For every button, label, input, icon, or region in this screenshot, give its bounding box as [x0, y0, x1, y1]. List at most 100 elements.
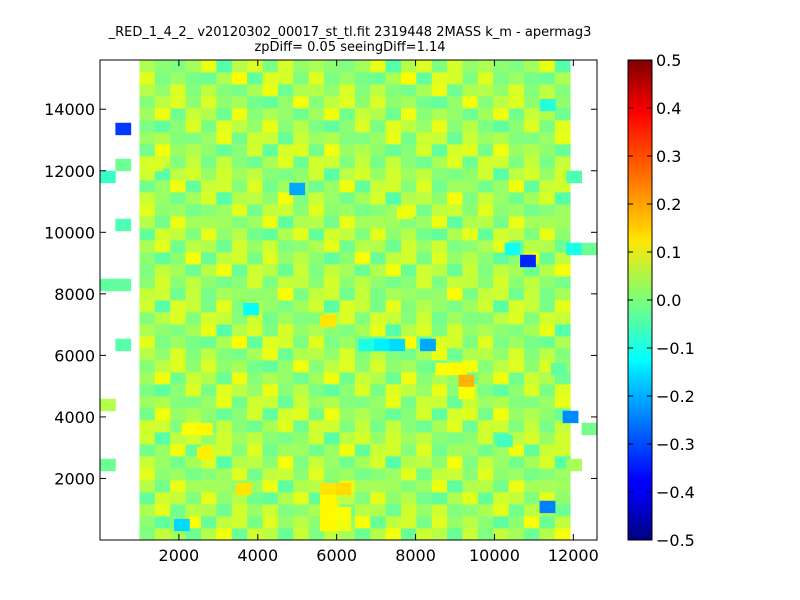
- heatmap-cell: [416, 84, 433, 97]
- heatmap-cell: [200, 108, 217, 121]
- heatmap-cell: [200, 312, 217, 325]
- heatmap-cell: [170, 396, 186, 409]
- heatmap-cell: [308, 420, 325, 433]
- heatmap-cell: [308, 300, 325, 313]
- heatmap-cell: [508, 192, 525, 205]
- heatmap-cell: [200, 516, 217, 529]
- heatmap-cell: [247, 444, 263, 457]
- heatmap-cell: [308, 108, 325, 121]
- heatmap-cell: [308, 468, 325, 481]
- x-tick-label: 8000: [395, 546, 436, 565]
- heatmap-cell: [400, 456, 417, 469]
- heatmap-cell: [539, 432, 556, 445]
- heatmap-cell: [539, 444, 556, 457]
- heatmap-cell: [400, 228, 417, 241]
- heatmap-cell: [216, 72, 233, 85]
- heatmap-cell: [262, 60, 279, 73]
- heatmap-cell: [293, 204, 310, 217]
- heatmap-cell: [293, 252, 310, 265]
- heatmap-cell: [154, 528, 171, 540]
- heatmap-cell: [493, 84, 510, 97]
- heatmap-cell: [508, 120, 525, 133]
- heatmap-cell: [462, 144, 479, 157]
- y-tick-label: 10000: [44, 223, 95, 242]
- heatmap-cell: [435, 362, 452, 376]
- heatmap-cell: [562, 410, 579, 424]
- heatmap-cell: [139, 324, 156, 337]
- heatmap-cell: [524, 276, 540, 289]
- heatmap-cell: [293, 372, 310, 385]
- heatmap-cell: [231, 336, 248, 349]
- heatmap-cell: [277, 348, 294, 361]
- heatmap-cell: [354, 528, 371, 540]
- colorbar-tick-label: 0.3: [656, 147, 681, 166]
- heatmap-cell: [447, 456, 463, 469]
- heatmap-cell: [508, 144, 525, 157]
- heatmap-cell: [354, 96, 371, 109]
- heatmap-cell: [231, 72, 248, 85]
- heatmap-cell: [200, 144, 217, 157]
- y-tick-label: 8000: [54, 285, 95, 304]
- heatmap-cell: [354, 252, 371, 265]
- heatmap-cell: [400, 504, 417, 517]
- heatmap-cell: [115, 338, 132, 352]
- heatmap-cell: [100, 458, 116, 472]
- heatmap-cell: [539, 168, 556, 181]
- heatmap-cell: [139, 480, 156, 493]
- heatmap-cell: [320, 314, 336, 328]
- heatmap-cell: [400, 324, 417, 337]
- heatmap-cell: [539, 144, 556, 157]
- heatmap-cell: [247, 516, 263, 529]
- heatmap-cell: [539, 204, 556, 217]
- heatmap-cell: [416, 408, 433, 421]
- heatmap-cell: [247, 276, 263, 289]
- heatmap-cell: [154, 216, 171, 229]
- heatmap-cell: [339, 180, 356, 193]
- heatmap-cell: [308, 132, 325, 145]
- heatmap-cell: [185, 156, 202, 169]
- heatmap-cell: [477, 60, 494, 73]
- heatmap-cell: [308, 444, 325, 457]
- heatmap-cell: [508, 60, 525, 73]
- heatmap-cell: [462, 456, 479, 469]
- heatmap-cell: [200, 288, 217, 301]
- heatmap-cell: [477, 348, 494, 361]
- heatmap-cell: [170, 192, 186, 205]
- heatmap-cell: [170, 408, 186, 421]
- heatmap-cell: [554, 72, 571, 85]
- heatmap-cell: [216, 528, 233, 540]
- heatmap-cell: [493, 420, 510, 433]
- heatmap-cell: [370, 132, 386, 145]
- heatmap-cell: [308, 216, 325, 229]
- heatmap-cell: [400, 108, 417, 121]
- heatmap-cell: [385, 468, 402, 481]
- heatmap-cell: [416, 276, 433, 289]
- heatmap-cell: [354, 420, 371, 433]
- colorbar-tick-label: 0.2: [656, 195, 681, 214]
- heatmap-cell: [431, 168, 448, 181]
- heatmap-cell: [493, 348, 510, 361]
- heatmap-cell: [493, 468, 510, 481]
- heatmap-cell: [462, 204, 479, 217]
- heatmap-cell: [185, 192, 202, 205]
- heatmap-cell: [370, 396, 386, 409]
- heatmap-cell: [324, 168, 340, 181]
- heatmap-cell: [477, 180, 494, 193]
- heatmap-cell: [554, 492, 571, 505]
- heatmap-cell: [477, 120, 494, 133]
- heatmap-cell: [447, 288, 463, 301]
- heatmap-cell: [416, 60, 433, 73]
- heatmap-cell: [431, 528, 448, 540]
- heatmap-cell: [524, 504, 540, 517]
- heatmap-cell: [216, 408, 233, 421]
- heatmap-cell: [277, 396, 294, 409]
- heatmap-cell: [385, 168, 402, 181]
- heatmap-cell: [216, 120, 233, 133]
- heatmap-cell: [277, 420, 294, 433]
- heatmap-cell: [493, 528, 510, 540]
- heatmap-cell: [370, 384, 386, 397]
- heatmap-cell: [493, 300, 510, 313]
- heatmap-cell: [154, 456, 171, 469]
- heatmap-cell: [339, 372, 356, 385]
- heatmap-cell: [477, 480, 494, 493]
